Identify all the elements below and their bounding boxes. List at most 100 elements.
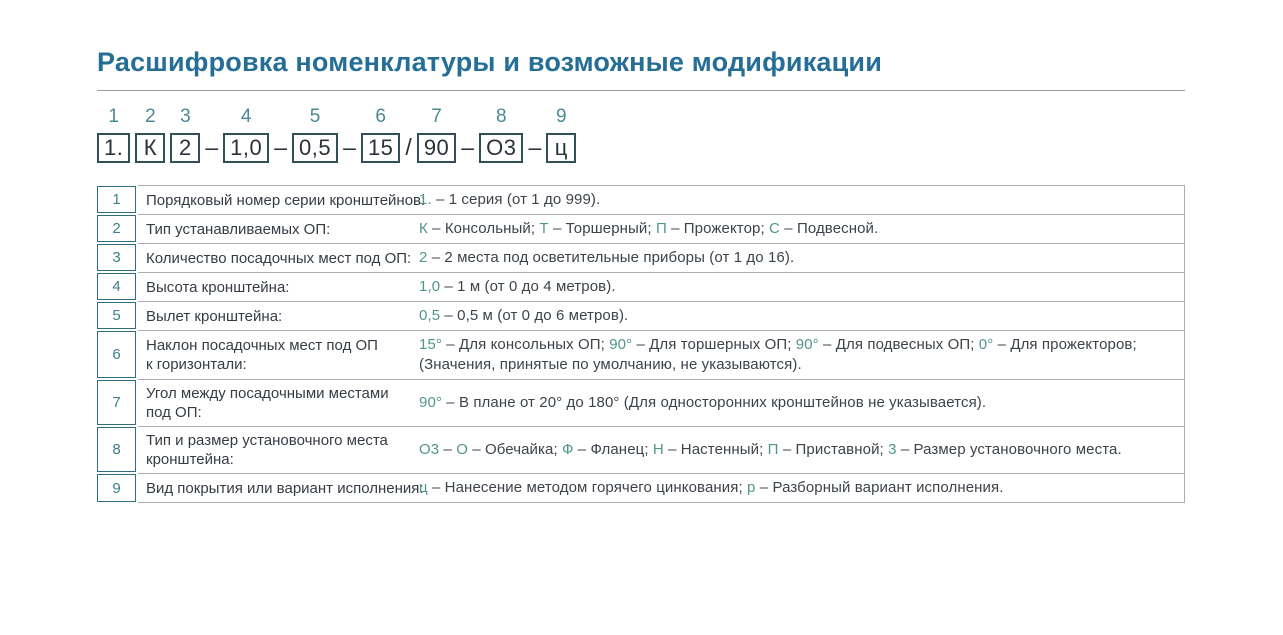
formula-separator: – — [205, 134, 219, 160]
value-text: – 1 серия (от 1 до 999). — [431, 191, 601, 208]
row-label-line: Вид покрытия или вариант исполнения: — [146, 479, 424, 497]
row-label: Порядковый номер серии кронштейнов: — [146, 191, 426, 210]
value-text: – 1 м (от 0 до 4 метров). — [440, 278, 616, 295]
value-text: – Для консольных ОП; — [441, 336, 610, 353]
code-value: ц — [419, 479, 428, 496]
code-value: П — [767, 441, 779, 458]
row-number: 4 — [97, 273, 136, 300]
formula-code-box: 2 — [170, 133, 201, 163]
formula-separator: – — [461, 134, 475, 160]
formula-code-box: 15 — [360, 133, 401, 163]
row-label: Количество посадочных мест под ОП: — [146, 249, 419, 268]
formula-separator: – — [528, 134, 542, 160]
value-text: – Размер установочного места. — [896, 441, 1122, 458]
formula-unit: 2 К — [135, 106, 166, 163]
row-value: 1. – 1 серия (от 1 до 999). — [419, 190, 1174, 210]
row-value: 2 – 2 места под осветительные приборы (о… — [419, 248, 1174, 268]
value-text: – Фланец; — [573, 441, 653, 458]
code-value: Н — [652, 441, 664, 458]
row-label-line: Тип устанавливаемых ОП: — [146, 220, 331, 238]
formula-code-box: 90 — [416, 133, 457, 163]
row-number: 7 — [97, 380, 136, 425]
formula-unit: 9 ц — [546, 106, 577, 163]
formula-code-box: 1. — [97, 133, 131, 163]
row-number: 1 — [97, 186, 136, 213]
value-text: (Значения, принятые по умолчанию, не ука… — [419, 356, 802, 373]
row-number: 5 — [97, 302, 136, 329]
table-row: 4 Высота кронштейна: 1,0 – 1 м (от 0 до … — [97, 272, 1185, 301]
decoding-table: 1 Порядковый номер серии кронштейнов: 1.… — [97, 185, 1185, 503]
formula-position-number: 2 — [145, 106, 156, 127]
value-text: – В плане от 20° до 180° (Для односторон… — [441, 394, 987, 411]
value-text: – Приставной; — [778, 441, 889, 458]
code-value: К — [419, 220, 428, 237]
code-value: 90° — [795, 336, 819, 353]
formula-unit: 8 О3 — [479, 106, 524, 163]
row-content: Вид покрытия или вариант исполнения: ц –… — [138, 473, 1185, 503]
row-number: 6 — [97, 331, 136, 378]
value-text: – Обечайка; — [467, 441, 563, 458]
formula-position-number: 9 — [555, 106, 567, 127]
formula-separator: / — [405, 134, 412, 160]
code-value: 3 — [888, 441, 897, 458]
content-area: Расшифровка номенклатуры и возможные мод… — [97, 0, 1185, 503]
code-value: р — [747, 479, 756, 496]
row-content: Количество посадочных мест под ОП: 2 – 2… — [138, 243, 1185, 272]
formula-position-number: 5 — [309, 106, 321, 127]
value-text: – Для прожекторов; — [993, 336, 1137, 353]
formula-unit: 6 15 — [360, 106, 401, 163]
code-value: О — [456, 441, 468, 458]
row-number: 2 — [97, 215, 136, 242]
page-title: Расшифровка номенклатуры и возможные мод… — [97, 47, 883, 77]
formula-position-number: 3 — [180, 106, 191, 127]
formula-unit: 1 1. — [97, 107, 131, 163]
formula-position-number: 7 — [431, 106, 442, 127]
row-label-line: Наклон посадочных мест под ОП — [146, 337, 378, 354]
code-value: О3 — [419, 441, 440, 458]
row-value: К – Консольный; Т – Торшерный; П – Проже… — [419, 219, 1174, 239]
formula-unit: 4 1,0 — [223, 107, 270, 163]
table-row: 1 Порядковый номер серии кронштейнов: 1.… — [97, 185, 1185, 214]
row-value: 0,5 – 0,5 м (от 0 до 6 метров). — [419, 306, 1174, 326]
row-label-line: Высота кронштейна: — [146, 278, 290, 296]
nomenclature-formula: 1 1. 2 К 3 2 – 4 1,0 – 5 0,5 – 6 15 / 7 … — [97, 107, 1185, 163]
row-value: 1,0 – 1 м (от 0 до 4 метров). — [419, 277, 1174, 297]
formula-code-box: 0,5 — [292, 133, 339, 163]
code-value: С — [769, 220, 780, 237]
row-label: Высота кронштейна: — [146, 278, 419, 297]
formula-position-number: 8 — [495, 106, 507, 127]
row-number: 8 — [97, 427, 136, 472]
formula-unit: 7 90 — [416, 106, 457, 163]
value-text: – Консольный; — [427, 220, 540, 237]
row-value: О3 – О – Обечайка; Ф – Фланец; Н – Насте… — [419, 440, 1174, 460]
formula-position-number: 6 — [375, 106, 386, 127]
code-value: 1,0 — [419, 278, 441, 295]
formula-separator: – — [343, 134, 356, 160]
row-content: Вылет кронштейна: 0,5 – 0,5 м (от 0 до 6… — [138, 301, 1185, 330]
value-text: – Для торшерных ОП; — [632, 336, 796, 353]
row-label-line: к горизонтали: — [146, 356, 247, 373]
value-text: – Нанесение методом горячего цинкования; — [427, 479, 748, 496]
row-label-line: Порядковый номер серии кронштейнов: — [146, 191, 426, 209]
row-label-line: Угол между посадочными местами — [146, 385, 389, 402]
value-text: – — [439, 441, 457, 458]
table-row: 6 Наклон посадочных мест под ОП к горизон… — [97, 330, 1185, 379]
row-content: Угол между посадочными местами под ОП: 90… — [138, 379, 1185, 426]
code-value: 0,5 — [419, 307, 441, 324]
row-number: 3 — [97, 244, 136, 271]
formula-code-box: 1,0 — [223, 133, 270, 163]
table-row: 5 Вылет кронштейна: 0,5 – 0,5 м (от 0 до… — [97, 301, 1185, 330]
row-label: Тип устанавливаемых ОП: — [146, 220, 419, 239]
code-value: 1. — [419, 191, 432, 208]
formula-code-box: О3 — [479, 133, 524, 163]
row-label-line: Тип и размер установочного места — [146, 432, 388, 449]
row-value: ц – Нанесение методом горячего цинковани… — [419, 478, 1174, 498]
formula-code-box: ц — [546, 133, 577, 163]
row-label: Тип и размер установочного места кронштей… — [146, 431, 419, 469]
value-text: – Торшерный; — [548, 220, 656, 237]
row-label: Вид покрытия или вариант исполнения: — [146, 479, 424, 498]
row-label-line: кронштейна: — [146, 451, 234, 468]
row-value: 90° – В плане от 20° до 180° (Для одност… — [419, 393, 1174, 413]
row-label-line: под ОП: — [146, 404, 202, 421]
